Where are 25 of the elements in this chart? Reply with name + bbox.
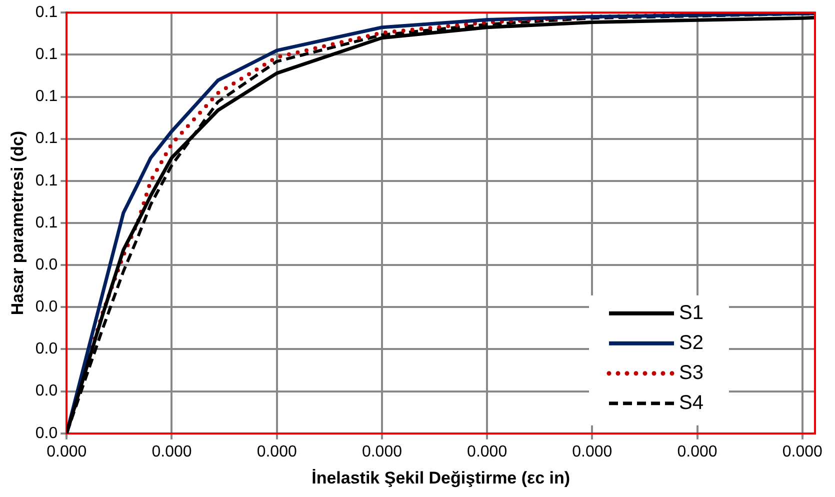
x-tick-label: 0.000	[572, 443, 612, 460]
y-tick-label: 0.0	[35, 424, 58, 442]
y-tick-label: 0.0	[35, 298, 58, 316]
x-tick-label: 0.000	[677, 443, 718, 460]
y-tick-label: 0.1	[35, 214, 58, 232]
x-tick-label: 0.000	[46, 443, 87, 460]
x-axis-title: İnelastik Şekil Değiştirme (εc in)	[312, 468, 570, 488]
x-tick-label: 0.000	[782, 443, 823, 460]
y-tick-label: 0.1	[35, 46, 58, 64]
x-tick-label: 0.000	[362, 443, 402, 460]
x-tick-label: 0.000	[152, 443, 192, 460]
y-tick-label: 0.0	[35, 256, 58, 274]
legend-label: S1	[679, 302, 704, 324]
x-tick-label: 0.000	[467, 443, 508, 460]
y-tick-label: 0.1	[35, 88, 58, 106]
legend-label: S4	[679, 392, 704, 414]
y-tick-label: 0.1	[35, 4, 58, 22]
y-tick-label: 0.0	[35, 340, 58, 358]
y-tick-label: 0.1	[35, 130, 58, 148]
y-tick-label: 0.0	[35, 382, 58, 400]
x-tick-label: 0.000	[256, 443, 297, 460]
legend-label: S3	[679, 362, 704, 384]
y-tick-label: 0.1	[35, 172, 58, 190]
legend-label: S2	[679, 332, 704, 354]
y-axis-title: Hasar parametresi (dc)	[8, 130, 27, 316]
